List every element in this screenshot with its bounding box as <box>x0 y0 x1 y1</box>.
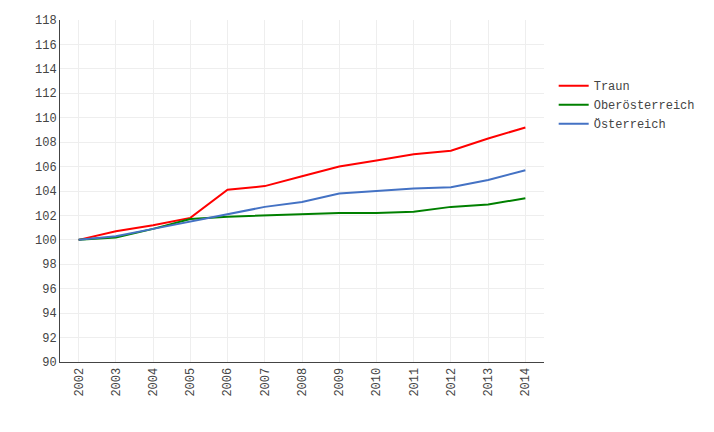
svg-text:106: 106 <box>35 161 57 175</box>
svg-text:2005: 2005 <box>184 368 198 397</box>
svg-text:2004: 2004 <box>147 368 161 397</box>
svg-text:Traun: Traun <box>594 80 630 94</box>
svg-text:2010: 2010 <box>370 368 384 397</box>
svg-text:100: 100 <box>35 234 57 248</box>
svg-text:98: 98 <box>42 258 56 272</box>
svg-text:2009: 2009 <box>333 368 347 397</box>
svg-text:104: 104 <box>35 185 57 199</box>
svg-text:118: 118 <box>35 14 57 28</box>
svg-text:108: 108 <box>35 136 57 150</box>
svg-text:90: 90 <box>42 356 56 370</box>
svg-text:116: 116 <box>35 39 57 53</box>
svg-text:96: 96 <box>42 283 56 297</box>
svg-text:2003: 2003 <box>110 368 124 397</box>
svg-text:Oberösterreich: Oberösterreich <box>594 99 695 113</box>
svg-text:Österreich: Österreich <box>594 118 666 132</box>
svg-text:114: 114 <box>35 63 57 77</box>
svg-text:2006: 2006 <box>221 368 235 397</box>
svg-text:94: 94 <box>42 307 56 321</box>
svg-text:2012: 2012 <box>445 368 459 397</box>
svg-text:2014: 2014 <box>519 368 533 397</box>
svg-text:2008: 2008 <box>296 368 310 397</box>
svg-text:2011: 2011 <box>408 368 422 397</box>
svg-text:2013: 2013 <box>482 368 496 397</box>
svg-text:112: 112 <box>35 87 57 101</box>
svg-text:110: 110 <box>35 112 57 126</box>
svg-text:102: 102 <box>35 210 57 224</box>
svg-text:2007: 2007 <box>259 368 273 397</box>
svg-text:2002: 2002 <box>73 368 87 397</box>
svg-text:92: 92 <box>42 332 56 346</box>
